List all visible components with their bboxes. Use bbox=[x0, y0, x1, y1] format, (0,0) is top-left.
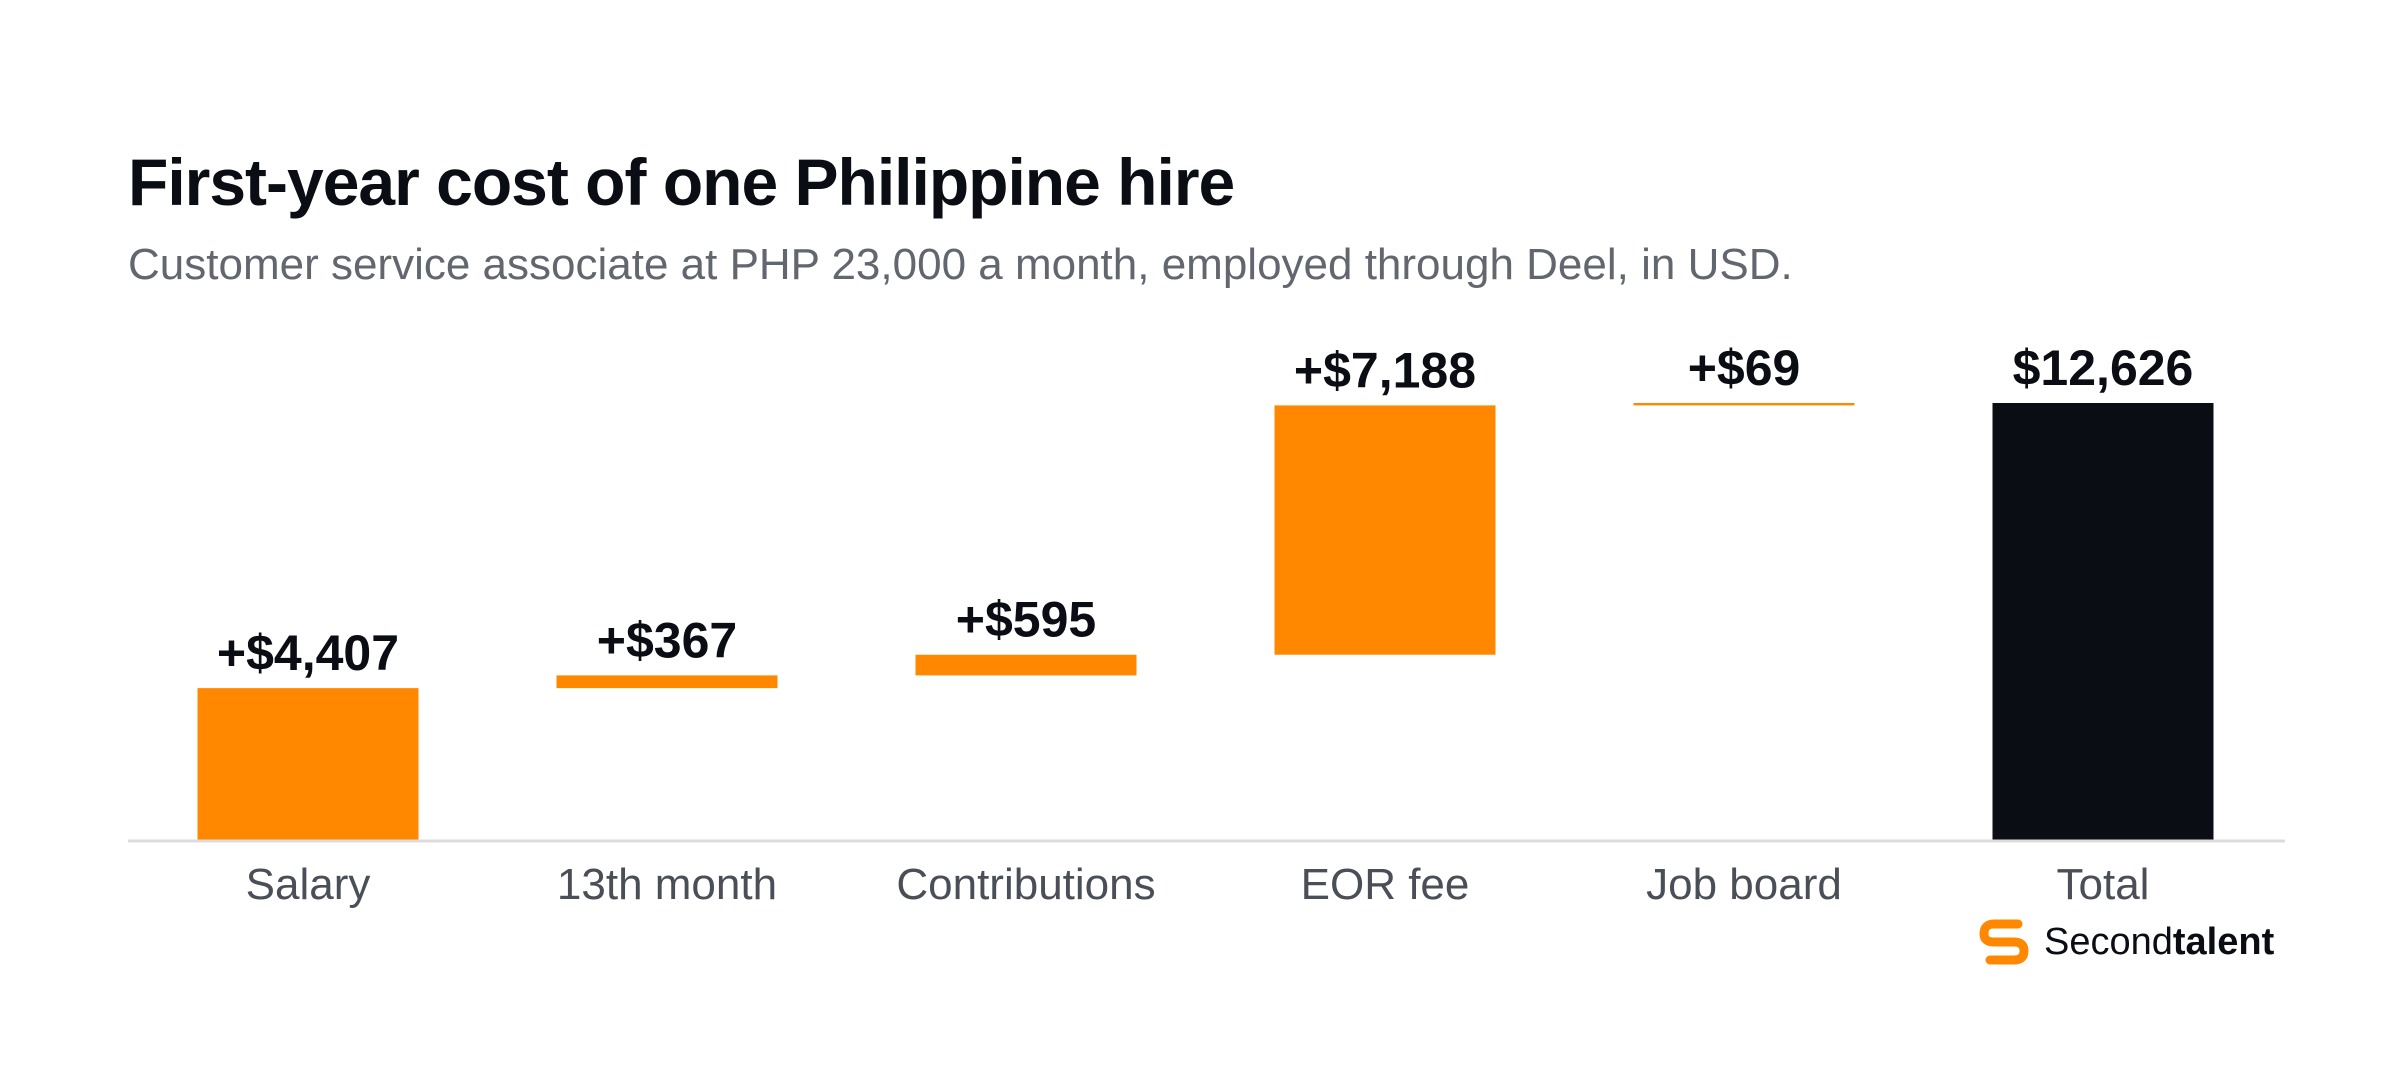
value-label: +$595 bbox=[956, 592, 1096, 648]
chart-subtitle: Customer service associate at PHP 23,000… bbox=[128, 240, 1793, 289]
brand-name-regular: Second bbox=[2044, 920, 2173, 963]
brand-logo: Secondtalent bbox=[1978, 914, 2274, 970]
value-label: +$69 bbox=[1688, 340, 1801, 396]
secondtalent-s-icon bbox=[1979, 919, 2029, 965]
value-label: +$367 bbox=[597, 612, 737, 668]
brand-name-bold: talent bbox=[2172, 920, 2275, 963]
bars-group bbox=[197, 403, 2214, 841]
category-label: Job board bbox=[1646, 860, 1842, 909]
bar-total bbox=[1992, 403, 2214, 841]
value-label: +$7,188 bbox=[1294, 342, 1476, 398]
value-labels-group: +$4,407 +$367 +$595 +$7,188 +$69 $12,626 bbox=[217, 340, 2193, 681]
category-label: Contributions bbox=[896, 860, 1155, 909]
bar-job-board bbox=[1633, 403, 1855, 406]
value-label: +$4,407 bbox=[217, 625, 399, 681]
bar-contributions bbox=[915, 654, 1137, 676]
category-label: EOR fee bbox=[1301, 860, 1470, 909]
category-label: Salary bbox=[246, 860, 371, 909]
bar-eor-fee bbox=[1274, 405, 1496, 655]
chart-title: First-year cost of one Philippine hire bbox=[128, 145, 1235, 219]
bar-13th-month bbox=[556, 675, 778, 689]
category-labels-group: Salary 13th month Contributions EOR fee Job … bbox=[246, 860, 2150, 909]
brand-name: Secondtalent bbox=[2044, 921, 2274, 964]
bar-salary bbox=[197, 688, 419, 841]
value-label: $12,626 bbox=[2013, 340, 2194, 396]
category-label: 13th month bbox=[557, 860, 777, 909]
category-label: Total bbox=[2057, 860, 2150, 909]
